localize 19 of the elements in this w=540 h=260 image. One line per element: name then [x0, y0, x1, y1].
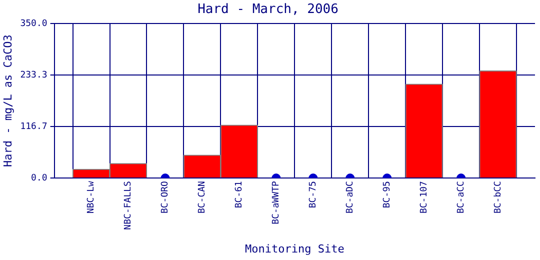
y-tick-label: 0.0	[31, 173, 48, 184]
y-tick-label: 233.3	[20, 70, 48, 80]
x-tick-label: BC-aCC	[456, 181, 466, 214]
x-tick-label: BC-CAN	[198, 181, 208, 214]
x-tick-label: BC-aWWTP	[272, 180, 282, 224]
x-tick-label: BC-aDC	[345, 181, 356, 214]
x-tick-label: BC-95	[382, 181, 392, 208]
x-tick-label: BC-61	[234, 181, 245, 208]
y-tick-label: 350.0	[20, 18, 48, 29]
y-axis-title: Hard - mg/L as CaCO3	[1, 34, 14, 168]
x-tick-label: BC-ORO	[160, 181, 171, 214]
x-tick-label: BC-bCC	[493, 181, 504, 214]
x-tick-label: BC-107	[419, 181, 430, 214]
chart-title: Hard - March, 2006	[198, 2, 338, 18]
x-axis-title: Monitoring Site	[244, 242, 344, 256]
x-tick-label: NBC-FALLS	[124, 181, 134, 230]
x-tick-label: BC-75	[308, 181, 318, 208]
x-tick-label: NBC-Lw	[86, 180, 97, 214]
y-tick-label: 116.7	[20, 122, 48, 132]
